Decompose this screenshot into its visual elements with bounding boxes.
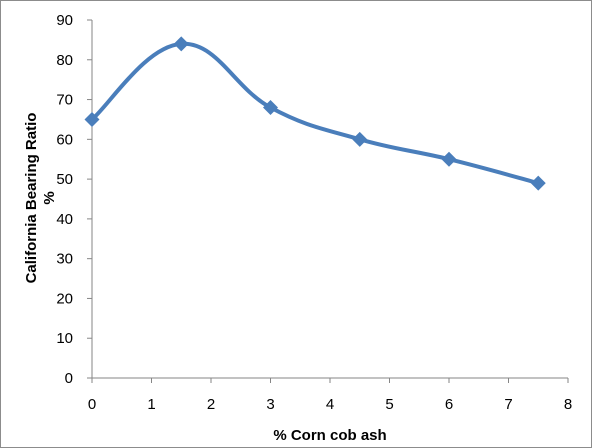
data-point-marker [173,36,189,52]
x-axis-title: % Corn cob ash [273,427,386,444]
y-axis-title: California Bearing Ratio [23,113,40,284]
y-tick-label: 50 [56,171,73,188]
y-tick-label: 30 [56,251,73,268]
y-tick-label: 20 [56,290,73,307]
y-tick-label: 0 [65,370,73,387]
y-tick-label: 40 [56,211,73,228]
y-tick-labels: 0 10 20 30 40 50 60 70 80 90 [56,12,73,387]
data-point-marker [263,100,278,116]
series-line [90,41,541,186]
y-tick-label: 60 [56,131,73,148]
data-point-marker [530,175,546,191]
y-tick-label: 70 [56,92,73,109]
x-tick-label: 3 [266,396,274,413]
x-tick-label: 0 [88,396,96,413]
x-tick-label: 5 [385,396,393,413]
data-point-marker [441,151,457,167]
y-axis-title-unit: % [41,191,58,204]
x-tick-label: 4 [326,396,334,413]
data-point-marker [84,111,100,127]
x-tick-label: 8 [564,396,572,413]
x-tick-label: 7 [504,396,512,413]
y-tick-label: 80 [56,52,73,69]
y-tick-label: 90 [56,12,73,29]
x-tick-label: 2 [207,396,215,413]
data-point-marker [352,131,368,147]
axes [87,19,569,383]
x-tick-labels: 0 1 2 3 4 5 6 7 8 [88,396,572,413]
x-tick-label: 6 [445,396,453,413]
y-tick-label: 10 [56,330,73,347]
y-axis-title-line2: % [41,191,58,204]
x-tick-label: 1 [147,396,155,413]
series-layer [84,36,546,191]
y-axis-title-line1: California Bearing Ratio [23,113,40,284]
